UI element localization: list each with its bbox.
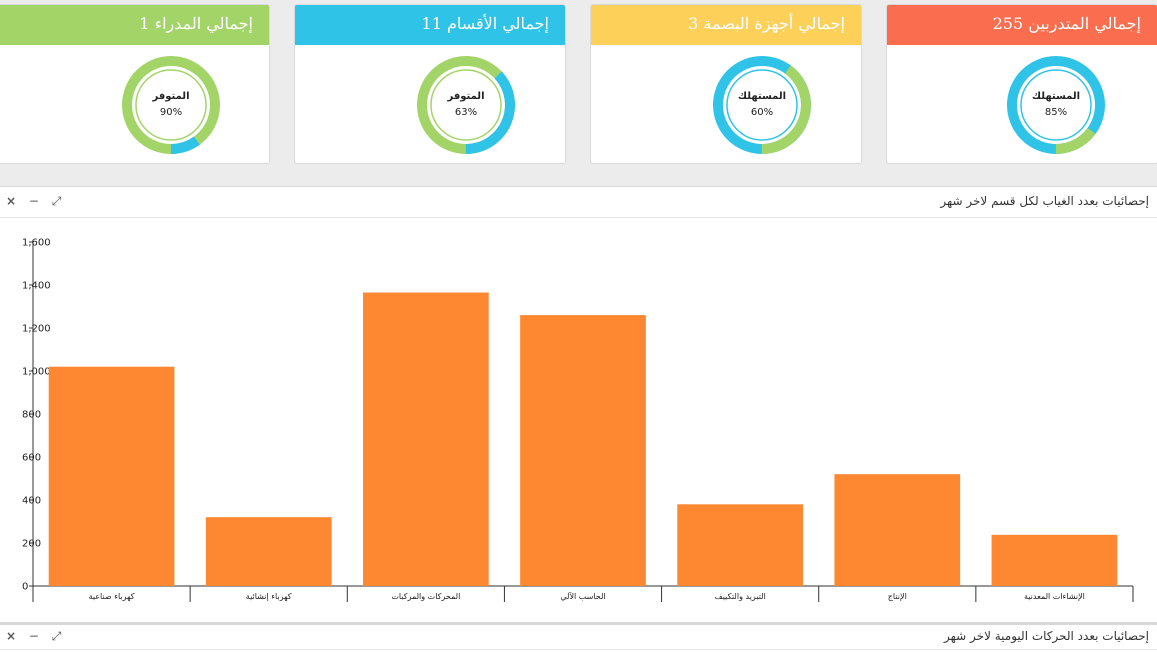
- bar: [205, 517, 332, 586]
- x-category-label: الإنشاءات المعدنية: [1024, 592, 1085, 602]
- donut-inner-ring: [135, 69, 207, 141]
- minimize-icon[interactable]: −: [28, 629, 39, 643]
- stat-card-fingerprint-devices: إجمالي أجهزة البصمة 3 المستهلك 60%: [590, 4, 862, 164]
- bar: [48, 366, 175, 586]
- donut-label: المستهلك: [737, 91, 787, 102]
- bar: [991, 534, 1118, 586]
- donut-percent: 85%: [1044, 107, 1068, 118]
- panel-header: × − ⤢ إحصائيات بعدد الغياب لكل قسم لاخر …: [0, 187, 1157, 218]
- y-tick-label: 200: [22, 539, 41, 550]
- bar-chart: 0 200 400 600 800 1,000 1,200 1,400 1,600 كهرباء …: [22, 238, 1134, 602]
- y-tick-label: 0: [22, 582, 28, 593]
- card-header: إجمالي المدراء 1: [0, 5, 269, 45]
- x-category-label: كهرباء إنشائية: [246, 592, 292, 602]
- donut-ring: [1007, 56, 1105, 154]
- donut-inner-ring: [1020, 69, 1092, 141]
- panel-tools: × − ⤢: [6, 187, 70, 215]
- card-header: إجمالي الأقسام 11: [295, 5, 565, 45]
- daily-movements-panel: × − ⤢ إحصائيات بعدد الحركات اليومية لاخر…: [0, 622, 1157, 652]
- x-category-label: المحركات والمركبات: [391, 592, 460, 601]
- y-tick-label: 400: [22, 496, 41, 507]
- y-tick-label: 1,400: [22, 281, 51, 292]
- stat-card-managers: إجمالي المدراء 1 المتوفر 90%: [0, 4, 270, 164]
- donut-percent: 60%: [750, 107, 774, 118]
- bar: [520, 315, 646, 586]
- absence-chart-panel: × − ⤢ إحصائيات بعدد الغياب لكل قسم لاخر …: [0, 186, 1157, 622]
- donut-accent-arc: [417, 56, 515, 154]
- donut-chart: المستهلك 60%: [710, 53, 814, 157]
- y-tick-label: 1,600: [22, 238, 51, 249]
- donut-label: المتوفر: [447, 91, 485, 102]
- donut-label: المستهلك: [1031, 91, 1081, 102]
- card-header: إجمالي المتدربين 255: [887, 5, 1157, 45]
- y-tick-label: 1,200: [22, 324, 51, 335]
- y-tick-label: 600: [22, 453, 41, 464]
- close-icon[interactable]: ×: [6, 629, 17, 643]
- card-header: إجمالي أجهزة البصمة 3: [591, 5, 861, 45]
- y-tick-label: 1,000: [22, 367, 51, 378]
- bar: [677, 504, 803, 586]
- expand-icon[interactable]: ⤢: [51, 629, 62, 643]
- x-category-label: الإنتاج: [888, 592, 907, 602]
- expand-icon[interactable]: ⤢: [51, 194, 62, 208]
- panel-title: إحصائيات بعدد الغياب لكل قسم لاخر شهر: [940, 194, 1149, 208]
- x-category-label: الحاسب الآلي: [560, 591, 605, 601]
- panel-tools: × − ⤢: [6, 625, 70, 647]
- panel-title: إحصائيات بعدد الحركات اليومية لاخر شهر: [944, 629, 1149, 643]
- panel-header: × − ⤢ إحصائيات بعدد الحركات اليومية لاخر…: [0, 625, 1157, 650]
- bar: [363, 292, 489, 586]
- close-icon[interactable]: ×: [6, 194, 17, 208]
- donut-percent: 90%: [159, 107, 183, 118]
- x-category-label: كهرباء صناعية: [89, 592, 135, 601]
- donut-inner-ring: [726, 69, 798, 141]
- donut-ring: [417, 56, 515, 154]
- donut-chart: المستهلك 85%: [1004, 53, 1108, 157]
- y-tick-label: 800: [22, 410, 41, 421]
- x-category-label: التبريد والتكييف: [714, 592, 765, 601]
- donut-ring: [122, 56, 220, 154]
- stat-card-trainees: إجمالي المتدربين 255 المستهلك 85%: [886, 4, 1157, 164]
- donut-percent: 63%: [454, 107, 478, 118]
- stat-card-departments: إجمالي الأقسام 11 المتوفر 63%: [294, 4, 566, 164]
- minimize-icon[interactable]: −: [28, 194, 39, 208]
- donut-chart: المتوفر 90%: [119, 53, 223, 157]
- bar: [834, 474, 961, 586]
- donut-ring: [713, 56, 811, 154]
- donut-chart: المتوفر 63%: [414, 53, 518, 157]
- donut-label: المتوفر: [152, 91, 190, 102]
- donut-inner-ring: [430, 69, 502, 141]
